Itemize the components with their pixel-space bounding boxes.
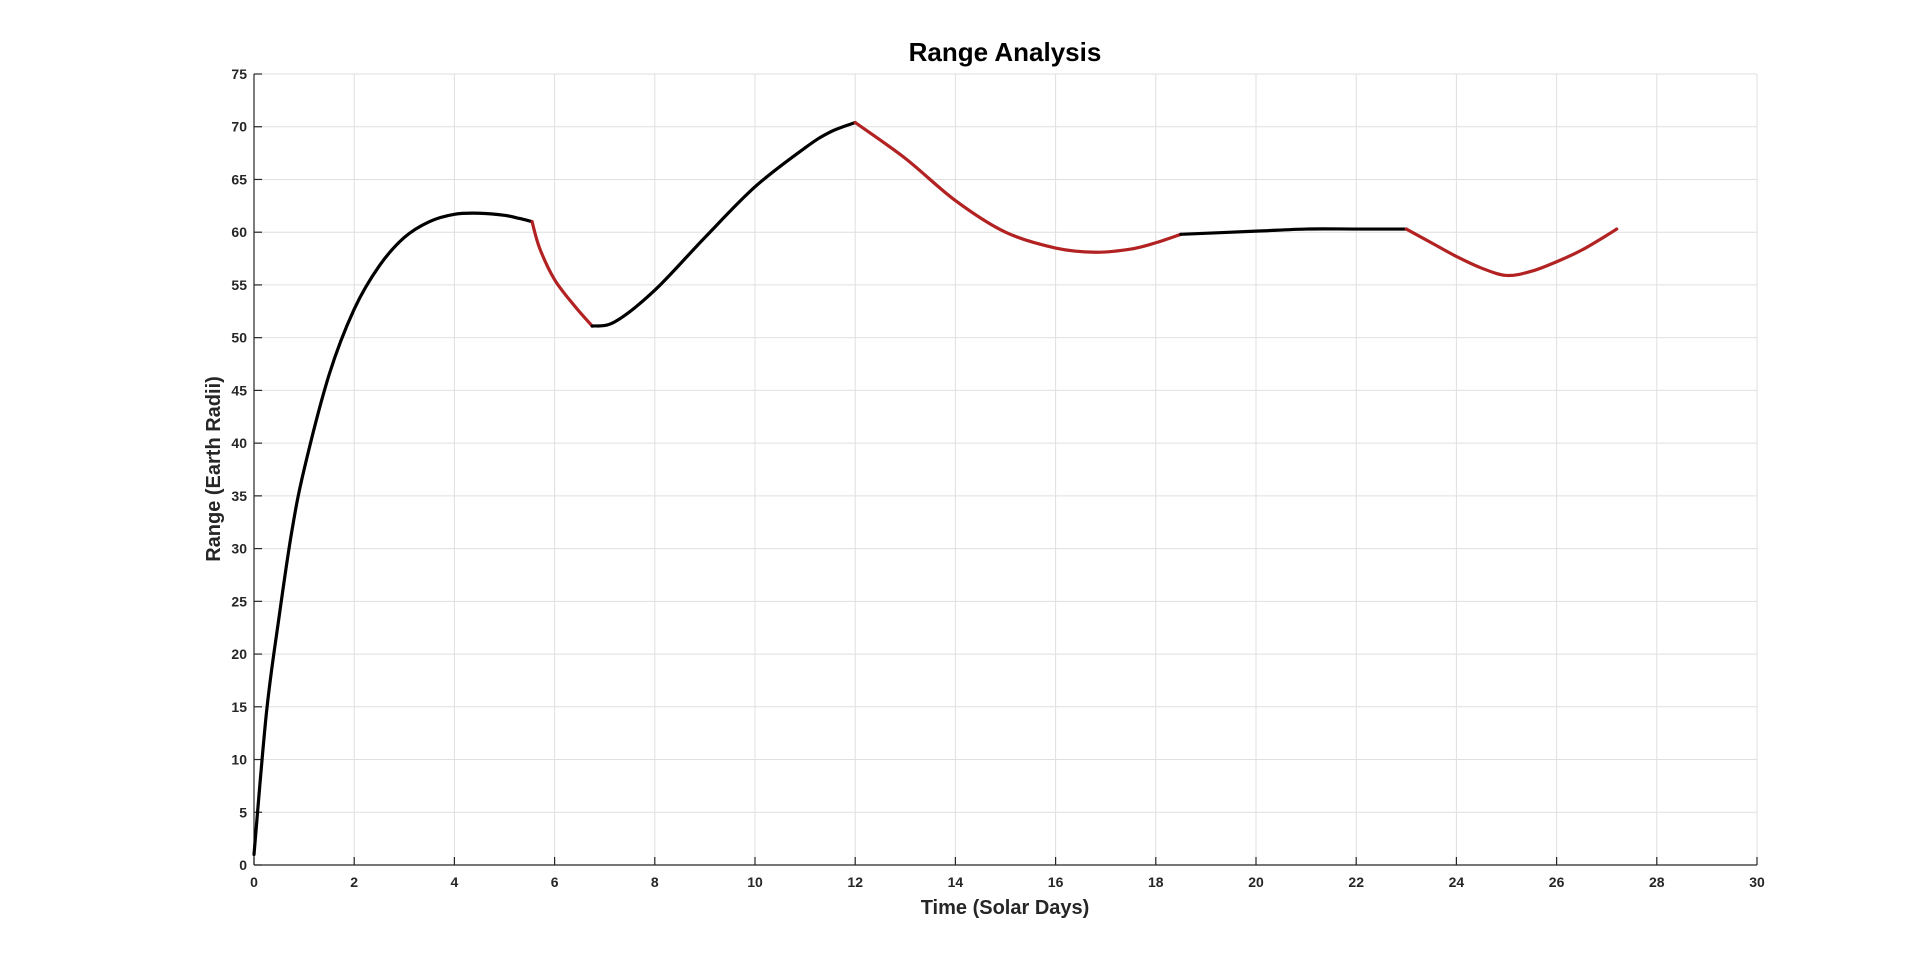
x-tick-label: 20 — [1248, 874, 1264, 890]
y-tick-label: 60 — [231, 224, 247, 240]
x-tick-label: 24 — [1449, 874, 1465, 890]
y-tick-label: 20 — [231, 646, 247, 662]
x-tick-label: 6 — [551, 874, 559, 890]
series-line-3 — [590, 120, 857, 328]
x-axis-title: Time (Solar Days) — [921, 897, 1090, 919]
y-tick-label: 30 — [231, 541, 247, 557]
x-tick-label: 2 — [350, 874, 358, 890]
x-tick-label: 8 — [651, 874, 659, 890]
series-line-1 — [252, 211, 534, 857]
x-tick-label: 18 — [1148, 874, 1164, 890]
y-tick-label: 70 — [231, 119, 247, 135]
y-tick-label: 55 — [231, 277, 247, 293]
axes — [253, 73, 1758, 866]
y-tick-label: 65 — [231, 171, 247, 187]
y-tick-label: 5 — [239, 804, 247, 820]
x-tick-label: 14 — [948, 874, 964, 890]
tick-labels: 0 2 4 6 8 10 12 14 16 18 20 22 24 26 28 300510152025303… — [231, 66, 1765, 890]
series-line-4 — [853, 120, 1183, 254]
x-tick-label: 26 — [1549, 874, 1565, 890]
x-tick-label: 4 — [451, 874, 459, 890]
chart-title: Range Analysis — [909, 37, 1102, 67]
y-axis-title: Range (Earth Radii) — [203, 376, 225, 562]
y-tick-label: 40 — [231, 435, 247, 451]
series-line-5 — [1179, 227, 1408, 236]
y-tick-label: 75 — [231, 66, 247, 82]
x-tick-label: 12 — [847, 874, 863, 890]
y-tick-label: 10 — [231, 752, 247, 768]
x-tick-label: 22 — [1348, 874, 1364, 890]
x-tick-label: 0 — [250, 874, 258, 890]
y-tick-label: 25 — [231, 593, 247, 609]
x-tick-label: 30 — [1749, 874, 1765, 890]
series-line-2 — [530, 220, 594, 328]
x-tick-label: 16 — [1048, 874, 1064, 890]
grid — [253, 73, 1758, 866]
y-tick-label: 15 — [231, 699, 247, 715]
data-series — [252, 120, 1619, 857]
y-tick-label: 0 — [239, 857, 247, 873]
series-line-6 — [1404, 227, 1619, 278]
x-tick-label: 28 — [1649, 874, 1665, 890]
y-tick-label: 35 — [231, 488, 247, 504]
y-tick-label: 50 — [231, 330, 247, 346]
y-tick-label: 45 — [231, 382, 247, 398]
x-tick-label: 10 — [747, 874, 763, 890]
